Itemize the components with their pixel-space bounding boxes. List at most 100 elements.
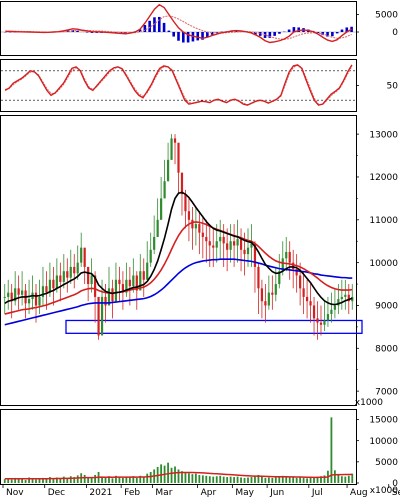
- macd-signal-line: [5, 15, 352, 40]
- candle-body: [187, 211, 191, 220]
- candle-body: [340, 296, 343, 300]
- price-y-tick-label: 12000: [369, 173, 398, 183]
- candle-body: [253, 243, 257, 267]
- volume-y-tick-label: 10000: [369, 437, 398, 447]
- candle-body: [323, 320, 326, 325]
- candle-body: [274, 284, 277, 295]
- candle-body: [229, 241, 232, 250]
- candle-body: [330, 309, 333, 315]
- candle-body: [62, 271, 65, 282]
- x-axis-tick-label: Mar: [155, 488, 172, 497]
- candle-body: [48, 279, 52, 293]
- candle-body: [7, 292, 10, 297]
- candle-body: [66, 271, 69, 278]
- macd-plot: [1, 3, 356, 44]
- x-axis-tick-label: Jul: [311, 488, 323, 497]
- candle-body: [250, 243, 253, 248]
- candle-body: [166, 159, 170, 182]
- candle-body: [104, 296, 107, 306]
- candle-body: [194, 224, 197, 229]
- candle-body: [205, 236, 208, 242]
- candle-body: [326, 314, 330, 321]
- x-axis-tick-label: 2021: [89, 488, 112, 497]
- candle-body: [170, 138, 173, 160]
- candle-body: [208, 241, 211, 246]
- candle-body: [55, 275, 58, 289]
- candle-body: [337, 299, 340, 306]
- candle-body: [316, 318, 319, 323]
- candle-body: [191, 219, 194, 229]
- candle-body: [184, 194, 187, 212]
- candle-body: [41, 286, 45, 297]
- oscillator-plot: [1, 64, 356, 106]
- candle-body: [156, 219, 159, 237]
- candle-body: [132, 275, 135, 287]
- candle-body: [344, 294, 347, 297]
- candle-body: [285, 251, 288, 259]
- candle-body: [239, 239, 243, 250]
- candle-body: [118, 279, 121, 285]
- candle-body: [59, 275, 62, 282]
- candle-body: [215, 241, 218, 248]
- volume-unit-label-bottom: x1000: [370, 486, 399, 496]
- volume-unit-label: x1000: [355, 398, 384, 408]
- candle-body: [97, 296, 100, 336]
- candle-body: [246, 247, 250, 255]
- price-y-tick-label: 8000: [375, 345, 398, 355]
- candle-body: [233, 241, 236, 246]
- candle-body: [93, 275, 97, 297]
- price-plot: [3, 134, 363, 340]
- candle-body: [281, 258, 284, 272]
- x-axis-tick-label: Apr: [201, 488, 217, 497]
- x-axis-tick-label: Dec: [48, 488, 65, 497]
- candle-body: [111, 288, 114, 302]
- candle-body: [271, 292, 274, 295]
- candle-body: [177, 142, 180, 173]
- candle-body: [10, 292, 13, 302]
- y-axes: 5000 0 50 13000 12000 11000 10000 9000 8000 7000 1…: [355, 11, 399, 496]
- volume-y-tick-label: 5000: [375, 458, 398, 468]
- oscillator-line: [4, 64, 353, 106]
- candle-body: [222, 236, 225, 244]
- candle-body: [153, 236, 156, 250]
- candle-body: [305, 296, 309, 302]
- x-axis-tick-label: Aug: [350, 488, 368, 497]
- price-y-tick-label: 9000: [375, 302, 398, 312]
- candle-body: [163, 181, 166, 199]
- candle-body: [149, 249, 152, 263]
- candle-body: [309, 301, 312, 306]
- candle-body: [27, 299, 31, 304]
- candle-body: [292, 262, 295, 270]
- x-axis-tick-label: Nov: [6, 488, 24, 497]
- moving-average-long: [4, 258, 353, 326]
- candle-body: [52, 279, 55, 289]
- candle-body: [312, 305, 316, 319]
- oscillator-signal-line: [4, 64, 353, 106]
- price-y-tick-label: 13000: [369, 130, 398, 140]
- price-y-tick-label: 10000: [369, 259, 398, 269]
- candle-body: [347, 294, 350, 302]
- candle-body: [173, 138, 177, 143]
- volume-average-line: [4, 471, 353, 480]
- x-axis: NovDec2021FebMarAprMayJunJulAugSepOct: [2, 484, 400, 497]
- candle-body: [73, 266, 76, 274]
- candle-body: [319, 322, 323, 325]
- candle-body: [87, 266, 90, 285]
- candle-body: [302, 288, 305, 297]
- candle-body: [299, 275, 302, 289]
- candle-body: [288, 251, 291, 263]
- candle-body: [83, 247, 86, 267]
- candle-body: [267, 292, 270, 306]
- candle-body: [45, 286, 48, 293]
- candle-body: [76, 262, 79, 274]
- volume-y-tick-label: 15000: [369, 416, 398, 426]
- candle-body: [90, 275, 93, 285]
- candle-body: [278, 271, 281, 285]
- candle-body: [38, 296, 41, 306]
- candle-body: [3, 296, 6, 298]
- candle-body: [257, 266, 260, 289]
- candle-body: [80, 247, 83, 263]
- candle-body: [142, 271, 145, 280]
- candle-body: [146, 262, 149, 280]
- volume-plot: [3, 417, 354, 483]
